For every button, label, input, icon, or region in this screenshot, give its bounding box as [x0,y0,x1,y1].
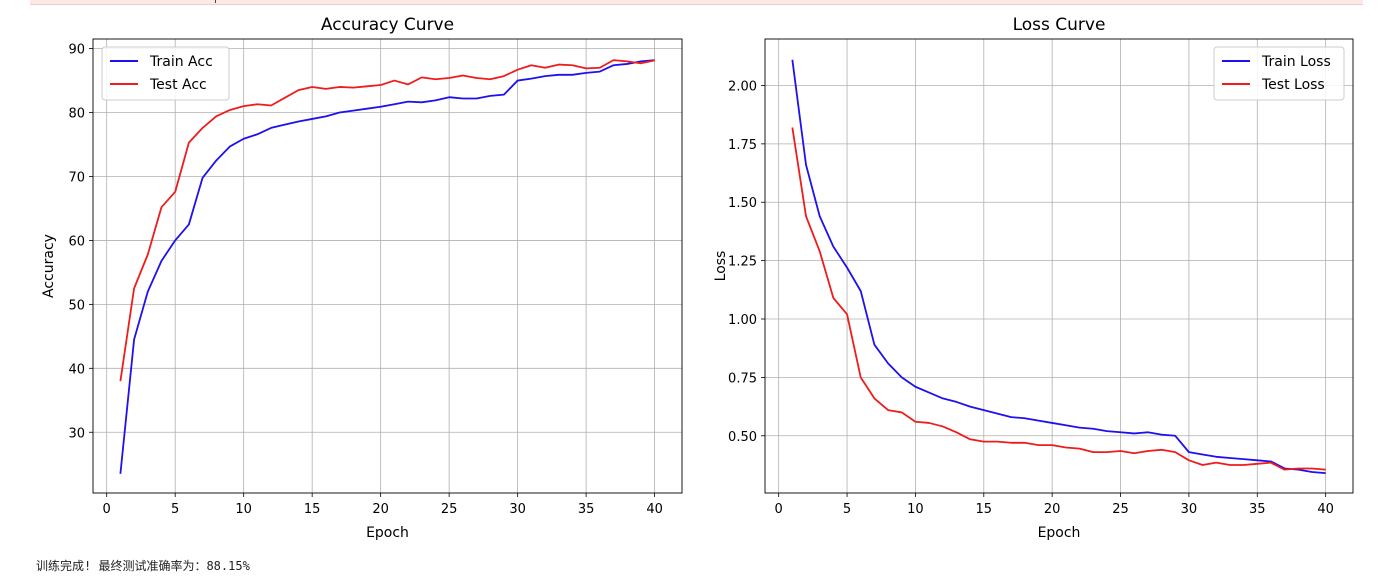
y-tick-label: 80 [68,107,85,122]
y-tick-label: 0.50 [728,430,757,445]
y-tick-label: 60 [68,234,85,249]
loss-legend-label: Test Loss [1261,77,1325,93]
accuracy-legend-label: Train Acc [149,54,213,70]
x-tick-label: 20 [1044,502,1061,517]
y-tick-label: 1.25 [728,255,757,270]
loss-chart: 0 5 10 15 20 25 30 35 40 0.50 0.75 1.00 1.25 1.50 1.75… [713,15,1354,541]
loss-legend-label: Train Loss [1261,54,1331,70]
y-tick-label: 1.50 [728,196,757,211]
x-tick-label: 25 [441,502,458,517]
y-tick-label: 1.75 [728,138,757,153]
loss-series-line-2 [791,127,1326,471]
accuracy-chart: 0 5 10 15 20 25 30 35 40 30 40 50 60 70 80 90 Accuracy C… [41,15,683,541]
x-tick-label: 40 [646,502,663,517]
x-tick-label: 0 [775,502,783,517]
x-tick-label: 5 [171,502,179,517]
accuracy-x-axis-label: Epoch [366,525,409,541]
y-tick-label: 0.75 [728,371,757,386]
loss-chart-title: Loss Curve [1013,15,1106,35]
x-tick-label: 5 [843,502,851,517]
loss-y-axis-label: Loss [713,251,729,282]
loss-series-line-1 [791,59,1326,475]
x-tick-label: 30 [1181,502,1198,517]
y-tick-label: 40 [68,362,85,377]
x-tick-label: 10 [235,502,252,517]
y-tick-label: 30 [68,426,85,441]
x-tick-label: 40 [1317,502,1334,517]
x-tick-label: 15 [304,502,321,517]
x-tick-label: 25 [1112,502,1129,517]
accuracy-legend-label: Test Acc [149,77,207,93]
accuracy-chart-title: Accuracy Curve [321,15,454,35]
y-tick-label: 1.00 [728,313,757,328]
cursor-mark [215,0,216,3]
y-tick-label: 90 [68,43,85,58]
loss-x-axis-label: Epoch [1038,525,1081,541]
accuracy-plot-frame [92,38,683,494]
x-tick-label: 20 [372,502,389,517]
x-tick-label: 35 [578,502,595,517]
x-tick-label: 15 [976,502,993,517]
x-tick-label: 0 [103,502,111,517]
y-tick-label: 50 [68,298,85,313]
accuracy-series-line-1 [119,59,655,474]
output-area-top-border [30,0,1363,5]
accuracy-y-axis-label: Accuracy [41,234,57,298]
training-complete-message: 训练完成! 最终测试准确率为：88.15% [36,559,250,573]
x-tick-label: 10 [907,502,924,517]
y-tick-label: 2.00 [728,79,757,94]
loss-plot-frame [764,38,1354,494]
accuracy-series-line-2 [119,59,655,382]
x-tick-label: 30 [509,502,526,517]
y-tick-label: 70 [68,170,85,185]
x-tick-label: 35 [1249,502,1266,517]
